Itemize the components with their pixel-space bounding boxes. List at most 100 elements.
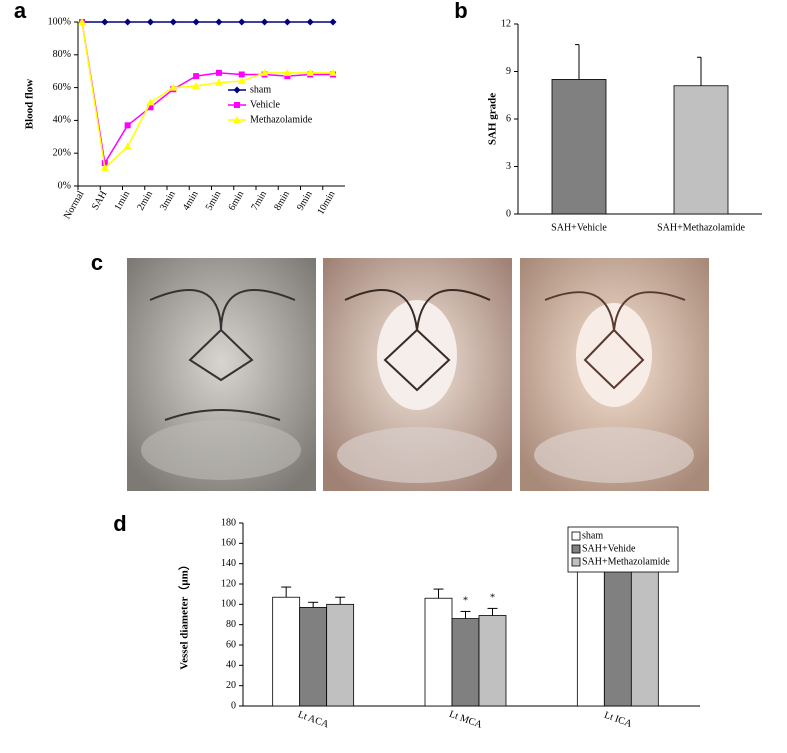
marker	[124, 122, 131, 129]
line	[81, 21, 333, 170]
marker	[146, 98, 155, 106]
x-tick-label: SAH	[90, 189, 110, 212]
marker	[193, 73, 200, 80]
marker	[238, 71, 245, 78]
marker	[100, 163, 109, 171]
x-tick-label: Lt MCA	[448, 709, 485, 731]
bar	[551, 79, 607, 215]
marker	[260, 68, 269, 76]
bar	[299, 606, 328, 707]
marker	[169, 18, 177, 26]
bar	[424, 597, 453, 707]
legend-swatch	[571, 544, 581, 554]
panel-label: a	[14, 0, 27, 23]
y-tick-label: 0%	[58, 180, 71, 191]
marker	[192, 81, 201, 89]
annotation: *	[490, 593, 495, 604]
marker	[146, 18, 154, 26]
bar	[673, 85, 729, 215]
y-tick-label: 60%	[53, 82, 71, 93]
bar	[478, 615, 507, 707]
y-tick-label: 0	[231, 700, 236, 711]
y-tick-label: 60	[226, 639, 236, 650]
x-tick-label: SAH+Vehicle	[551, 222, 607, 233]
y-tick-label: 100	[221, 599, 236, 610]
x-tick-label: 6min	[227, 189, 247, 212]
y-tick-label: 80	[226, 619, 236, 630]
x-tick-label: Normal	[62, 189, 87, 221]
x-tick-label: 5min	[204, 189, 224, 212]
x-tick-label: 4min	[181, 189, 201, 212]
x-tick-label: 9min	[295, 189, 315, 212]
marker	[233, 116, 241, 123]
marker	[124, 18, 132, 26]
x-tick-label: 3min	[158, 189, 178, 212]
marker	[169, 83, 178, 91]
marker	[238, 18, 246, 26]
legend-label: Methazolamide	[250, 114, 313, 125]
y-tick-label: 40	[226, 660, 236, 671]
marker	[283, 18, 291, 26]
bar	[603, 558, 632, 707]
legend-label: sham	[250, 84, 271, 95]
marker	[123, 142, 132, 150]
bar	[451, 618, 480, 707]
y-axis-label: Vessel diameter（μm）	[178, 559, 191, 670]
x-tick-label: Lt ACA	[296, 709, 331, 731]
marker	[306, 68, 315, 76]
y-tick-label: 100%	[48, 16, 71, 27]
x-tick-label: 7min	[249, 189, 269, 212]
bar	[576, 550, 605, 707]
marker	[78, 18, 86, 25]
marker	[329, 18, 337, 26]
y-tick-label: 140	[221, 558, 236, 569]
marker	[215, 69, 222, 76]
line	[81, 21, 333, 166]
photo	[323, 258, 512, 491]
marker	[284, 73, 291, 80]
x-tick-label: 8min	[272, 189, 292, 212]
bar	[630, 564, 659, 707]
bar	[326, 603, 355, 707]
photo	[520, 258, 709, 491]
y-tick-label: 180	[221, 517, 236, 528]
marker	[214, 78, 223, 86]
y-tick-label: 160	[221, 538, 236, 549]
marker	[283, 68, 292, 76]
panel-label: c	[91, 250, 103, 275]
marker	[233, 86, 241, 94]
y-tick-label: 20	[226, 680, 236, 691]
x-tick-label: SAH+Methazolamide	[657, 222, 745, 233]
y-tick-label: 9	[506, 66, 511, 77]
photo	[127, 258, 316, 491]
y-axis-label: Blood flow	[24, 79, 36, 129]
panel-label: b	[454, 0, 467, 23]
x-tick-label: 2min	[135, 189, 155, 212]
y-tick-label: 6	[506, 113, 511, 124]
legend-box	[567, 526, 679, 573]
legend-label: sham	[582, 530, 603, 541]
y-tick-label: 120	[221, 578, 236, 589]
legend-label: Vehicle	[250, 99, 281, 110]
y-tick-label: 0	[506, 208, 511, 219]
marker	[147, 104, 154, 111]
legend-label: SAH+Methazolamide	[582, 556, 670, 567]
marker	[101, 160, 108, 167]
y-tick-label: 20%	[53, 147, 71, 158]
marker	[329, 68, 337, 76]
y-tick-label: 40%	[53, 115, 71, 126]
marker	[237, 77, 246, 85]
x-tick-label: 1min	[112, 189, 132, 212]
legend-swatch	[571, 557, 581, 567]
marker	[215, 18, 223, 26]
marker	[234, 102, 240, 108]
marker	[306, 18, 314, 26]
marker	[101, 18, 109, 26]
legend-label: SAH+Vehide	[582, 543, 636, 554]
y-axis-label: SAH grade	[487, 93, 499, 145]
annotation: *	[463, 596, 468, 607]
y-tick-label: 80%	[53, 49, 71, 60]
x-tick-label: 10min	[315, 189, 337, 217]
y-tick-label: 3	[506, 161, 511, 172]
